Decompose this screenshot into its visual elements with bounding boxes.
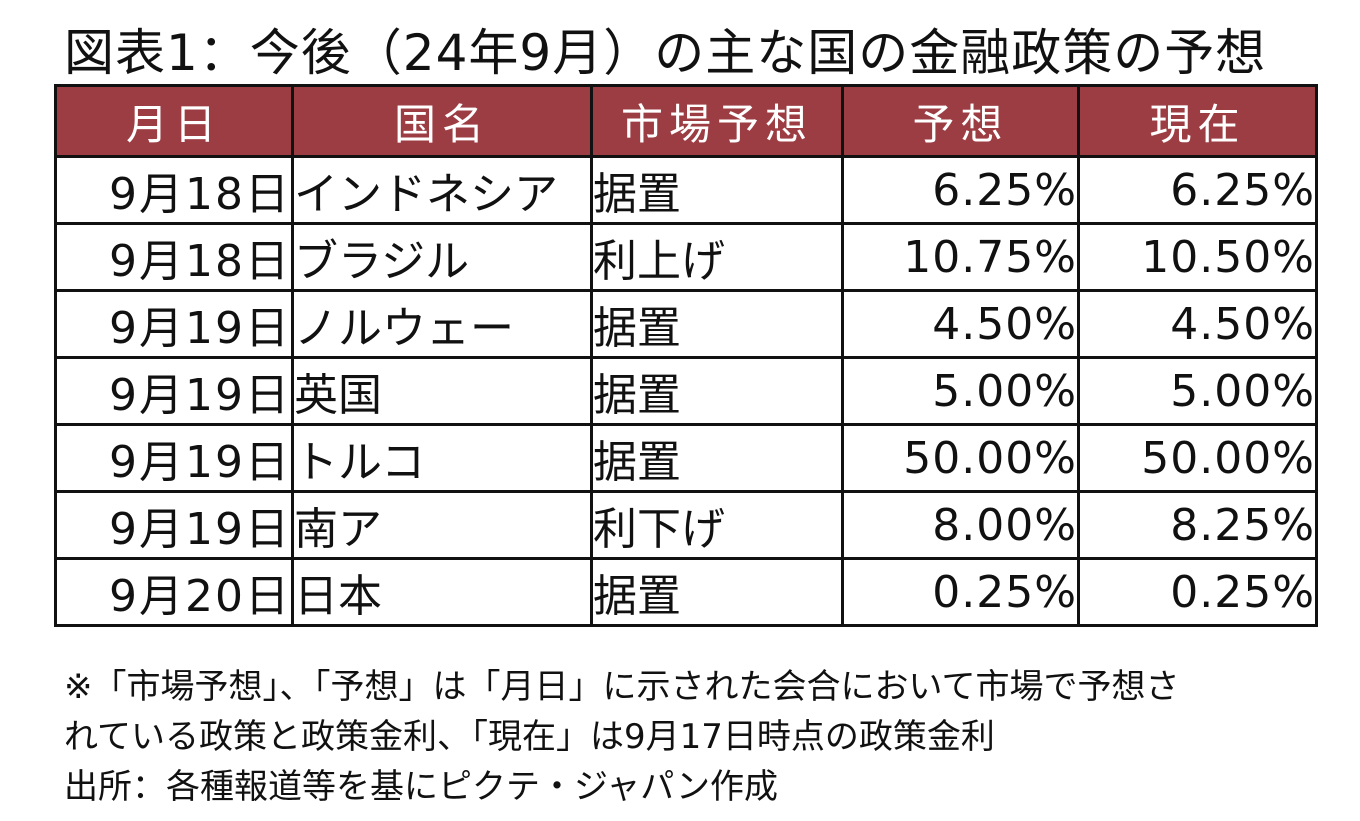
table-row: 9月19日 英国 据置 5.00% 5.00% (54, 356, 1318, 426)
header-date: 月日 (54, 84, 294, 158)
cell-market-expectation: 利下げ (590, 490, 844, 560)
page-title: 図表1：今後（24年9月）の主な国の金融政策の予想 (64, 24, 1267, 82)
table-row: 9月19日 ノルウェー 据置 4.50% 4.50% (54, 289, 1318, 359)
cell-forecast: 4.50% (841, 289, 1080, 359)
cell-country: トルコ (291, 423, 593, 493)
cell-date: 9月19日 (54, 289, 294, 359)
cell-current: 8.25% (1077, 490, 1318, 560)
cell-forecast: 10.75% (841, 222, 1080, 292)
table-header-row: 月日 国名 市場予想 予想 現在 (54, 84, 1318, 158)
cell-forecast: 8.00% (841, 490, 1080, 560)
header-country: 国名 (291, 84, 593, 158)
cell-market-expectation: 据置 (590, 289, 844, 359)
table-row: 9月19日 トルコ 据置 50.00% 50.00% (54, 423, 1318, 493)
cell-date: 9月20日 (54, 557, 294, 627)
cell-country: ノルウェー (291, 289, 593, 359)
header-current: 現在 (1077, 84, 1318, 158)
cell-current: 5.00% (1077, 356, 1318, 426)
cell-country: 英国 (291, 356, 593, 426)
cell-forecast: 0.25% (841, 557, 1080, 627)
cell-market-expectation: 利上げ (590, 222, 844, 292)
footnote-line-1: ※「市場予想」、「予想」は「月日」に示された会合において市場で予想さ (64, 667, 1180, 707)
cell-current: 0.25% (1077, 557, 1318, 627)
cell-forecast: 50.00% (841, 423, 1080, 493)
cell-date: 9月19日 (54, 490, 294, 560)
table-row: 9月19日 南ア 利下げ 8.00% 8.25% (54, 490, 1318, 560)
cell-country: ブラジル (291, 222, 593, 292)
cell-current: 50.00% (1077, 423, 1318, 493)
table-row: 9月18日 ブラジル 利上げ 10.75% 10.50% (54, 222, 1318, 292)
cell-market-expectation: 据置 (590, 423, 844, 493)
table-row: 9月18日 インドネシア 据置 6.25% 6.25% (54, 155, 1318, 225)
cell-forecast: 6.25% (841, 155, 1080, 225)
cell-date: 9月18日 (54, 222, 294, 292)
cell-forecast: 5.00% (841, 356, 1080, 426)
cell-country: 日本 (291, 557, 593, 627)
header-forecast: 予想 (841, 84, 1080, 158)
footnotes: ※「市場予想」、「予想」は「月日」に示された会合において市場で予想さ れている政… (64, 662, 1334, 812)
cell-country: インドネシア (291, 155, 593, 225)
cell-date: 9月19日 (54, 356, 294, 426)
footnote-line-2: れている政策と政策金利、「現在」は9月17日時点の政策金利 (64, 717, 995, 757)
cell-current: 6.25% (1077, 155, 1318, 225)
cell-market-expectation: 据置 (590, 155, 844, 225)
policy-forecast-table: 月日 国名 市場予想 予想 現在 9月18日 インドネシア 据置 6.25% 6… (54, 84, 1318, 627)
header-market-expectation: 市場予想 (590, 84, 844, 158)
cell-market-expectation: 据置 (590, 356, 844, 426)
cell-date: 9月18日 (54, 155, 294, 225)
cell-current: 10.50% (1077, 222, 1318, 292)
cell-market-expectation: 据置 (590, 557, 844, 627)
source-note: 出所：各種報道等を基にピクテ・ジャパン作成 (64, 767, 778, 807)
cell-date: 9月19日 (54, 423, 294, 493)
cell-country: 南ア (291, 490, 593, 560)
cell-current: 4.50% (1077, 289, 1318, 359)
table-row: 9月20日 日本 据置 0.25% 0.25% (54, 557, 1318, 627)
